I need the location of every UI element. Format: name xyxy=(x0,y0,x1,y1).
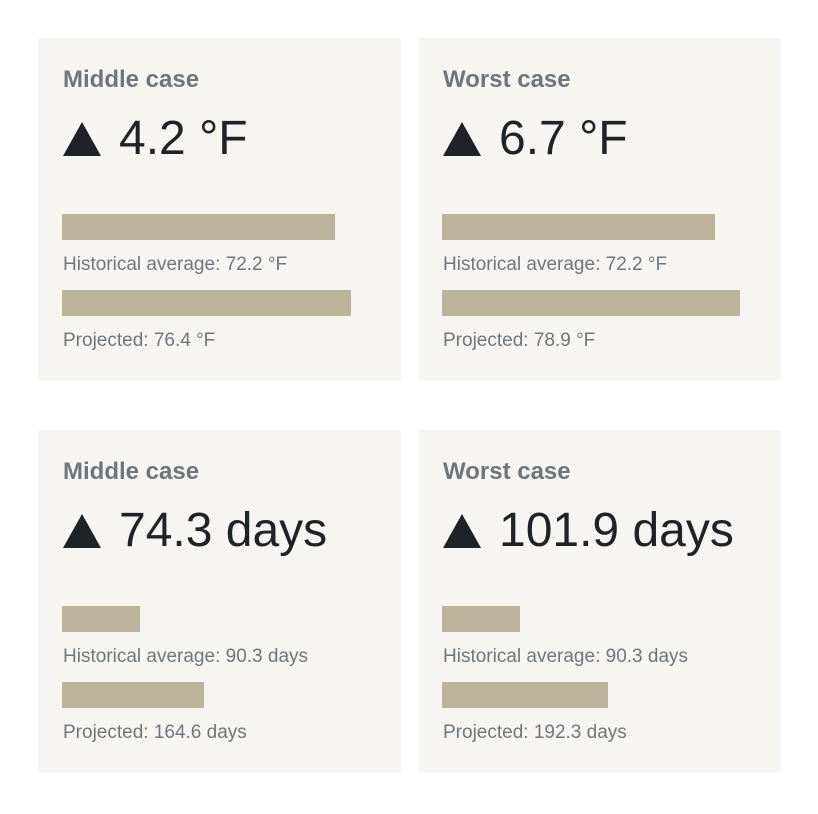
delta-value: 6.7 °F xyxy=(499,112,628,165)
delta-row: 74.3 days xyxy=(63,503,327,559)
delta-row: 4.2 °F xyxy=(63,111,248,167)
projected-label: Projected: 192.3 days xyxy=(443,722,627,743)
delta-row: 6.7 °F xyxy=(443,111,628,167)
historical-bar xyxy=(442,214,715,240)
case-title: Middle case xyxy=(63,458,200,485)
historical-label: Historical average: 72.2 °F xyxy=(443,254,668,275)
middle-case-days-card: Middle case 74.3 days Historical average… xyxy=(38,430,401,773)
delta-value: 101.9 days xyxy=(499,504,734,557)
historical-label: Historical average: 72.2 °F xyxy=(63,254,288,275)
historical-label: Historical average: 90.3 days xyxy=(63,646,309,667)
worst-case-days-card: Worst case 101.9 days Historical average… xyxy=(418,430,781,773)
historical-bar xyxy=(62,214,335,240)
delta-value: 4.2 °F xyxy=(119,112,248,165)
projected-label: Projected: 76.4 °F xyxy=(63,330,216,351)
delta-value: 74.3 days xyxy=(119,504,328,557)
projected-label: Projected: 78.9 °F xyxy=(443,330,596,351)
triangle-up-icon xyxy=(63,122,101,156)
projected-bar xyxy=(62,682,204,708)
triangle-up-icon xyxy=(63,514,101,548)
triangle-up-icon xyxy=(443,514,481,548)
projected-bar xyxy=(442,290,740,316)
delta-row: 101.9 days xyxy=(443,503,734,559)
case-title: Worst case xyxy=(443,66,571,93)
projected-label: Projected: 164.6 days xyxy=(63,722,247,743)
historical-label: Historical average: 90.3 days xyxy=(443,646,689,667)
historical-bar xyxy=(442,606,520,632)
projected-bar xyxy=(442,682,608,708)
middle-case-temperature-card: Middle case 4.2 °F Historical average: 7… xyxy=(38,38,401,381)
worst-case-temperature-card: Worst case 6.7 °F Historical average: 72… xyxy=(418,38,781,381)
triangle-up-icon xyxy=(443,122,481,156)
historical-bar xyxy=(62,606,140,632)
case-title: Middle case xyxy=(63,66,200,93)
projected-bar xyxy=(62,290,351,316)
case-title: Worst case xyxy=(443,458,571,485)
